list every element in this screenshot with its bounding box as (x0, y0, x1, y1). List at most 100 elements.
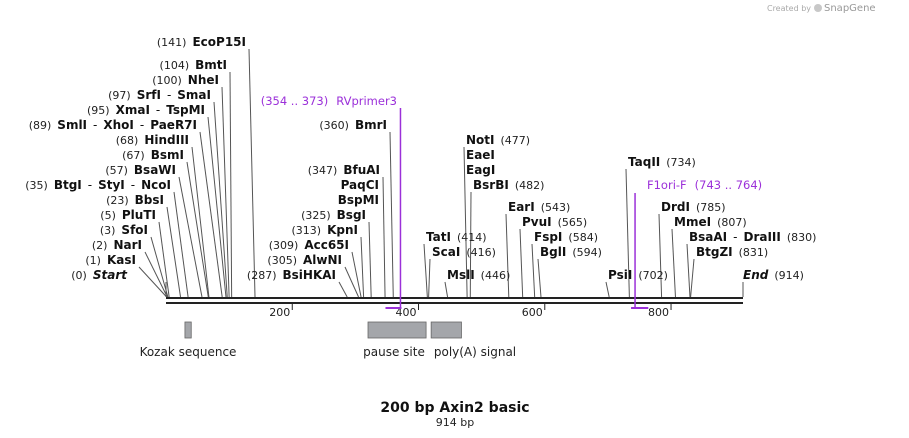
site-leader-line (351, 251, 362, 298)
site-position: (89) (29, 119, 52, 132)
site-label-kpni[interactable]: (313) KpnI (292, 223, 359, 237)
site-label-kasi[interactable]: (1) KasI (85, 253, 136, 267)
site-label-msli[interactable]: MslI (446) (447, 268, 510, 282)
site-position: (97) (108, 89, 131, 102)
ruler-tick-label: 800 (648, 306, 669, 319)
site-name: BtgZI (696, 245, 733, 259)
site-label-smli[interactable]: (89) SmlI - XhoI - PaeR7I (29, 118, 197, 132)
site-label-eaei[interactable]: EaeI (466, 148, 495, 162)
site-label-mmei[interactable]: MmeI (807) (674, 215, 747, 229)
site-leader-line (671, 228, 676, 298)
primer-label: F1ori-F (743 .. 764) (647, 178, 762, 192)
site-name: NarI (113, 238, 142, 252)
site-label-taqii[interactable]: TaqII (734) (628, 155, 696, 169)
feature-label: poly(A) signal (434, 345, 516, 359)
site-label-bsaai[interactable]: BsaAI - DraIII (830) (689, 230, 816, 244)
site-leader-line (213, 101, 228, 298)
site-position: (141) (157, 36, 187, 49)
site-name: BspMI (338, 193, 379, 207)
site-label-btgzi[interactable]: BtgZI (831) (696, 245, 768, 259)
site-label-pvui[interactable]: PvuI (565) (522, 215, 587, 229)
site-label-srfi[interactable]: (97) SrfI - SmaI (108, 88, 211, 102)
primer-rvprimer3[interactable]: (354 .. 373) RVprimer3 (261, 94, 402, 309)
ruler-tick-label: 400 (396, 306, 417, 319)
site-position: (446) (481, 269, 511, 282)
site-leader-line (207, 116, 227, 298)
site-label-eagi[interactable]: EagI (466, 163, 495, 177)
site-label-tati[interactable]: TatI (414) (426, 230, 487, 244)
primer-name: F1ori-F (647, 178, 687, 192)
site-position: (734) (666, 156, 696, 169)
feature-poly-a-signal[interactable]: poly(A) signal (430, 321, 516, 359)
site-name: NheI (188, 73, 219, 87)
site-name: BsgI (337, 208, 366, 222)
feature-kozak-sequence[interactable]: Kozak sequence (140, 321, 237, 359)
site-label-bsmi[interactable]: (67) BsmI (122, 148, 184, 162)
site-leader-line (344, 266, 359, 298)
site-label-bbsi[interactable]: (23) BbsI (106, 193, 164, 207)
site-label-eari[interactable]: EarI (543) (508, 200, 570, 214)
site-label-bmri[interactable]: (360) BmrI (319, 118, 387, 132)
site-leader-line (173, 191, 189, 298)
site-name: BsaWI (134, 163, 176, 177)
site-position: (3) (100, 224, 116, 237)
site-label-bsrbi[interactable]: BsrBI (482) (473, 178, 544, 192)
site-label-xmai[interactable]: (95) XmaI - TspMI (87, 103, 205, 117)
site-separator: - (93, 118, 97, 132)
site-label-acc65i[interactable]: (309) Acc65I (269, 238, 349, 252)
site-leader-line (186, 161, 209, 298)
site-position: (785) (696, 201, 726, 214)
site-position: (313) (292, 224, 322, 237)
restriction-site-labels: (141) EcoP15I (104) BmtI(100) NheI(97) SrfI - S… (25, 35, 816, 282)
site-label-bspmi[interactable]: BspMI (338, 193, 379, 207)
site-label-ecop15i[interactable]: (141) EcoP15I (157, 35, 246, 49)
site-label-start[interactable]: (0) Start (71, 268, 128, 282)
features: Kozak sequence pause site poly(A) signal (140, 321, 516, 359)
site-label-bgli[interactable]: BglI (594) (540, 245, 602, 259)
site-name: BmrI (355, 118, 387, 132)
site-label-drdi[interactable]: DrdI (785) (661, 200, 726, 214)
site-label-bfuai[interactable]: (347) BfuAI (308, 163, 380, 177)
site-leader-line (360, 236, 365, 298)
site-label-hindiii[interactable]: (68) HindIII (116, 133, 189, 147)
site-label-pluti[interactable]: (5) PluTI (100, 208, 156, 222)
site-label-nari[interactable]: (2) NarI (92, 238, 142, 252)
site-label-bsawi[interactable]: (57) BsaWI (105, 163, 176, 177)
dna-backbone[interactable] (166, 297, 743, 304)
site-name: BsmI (151, 148, 184, 162)
site-label-noti[interactable]: NotI (477) (466, 133, 530, 147)
feature-box (430, 321, 462, 339)
site-label-btgi[interactable]: (35) BtgI - StyI - NcoI (25, 178, 171, 192)
site-leader-line (469, 191, 472, 298)
site-name: TaqII (628, 155, 660, 169)
site-label-bsgi[interactable]: (325) BsgI (301, 208, 366, 222)
site-leader-line (138, 266, 167, 298)
feature-pause-site[interactable]: pause site (363, 321, 427, 359)
site-label-bsihkai[interactable]: (287) BsiHKAI (247, 268, 336, 282)
site-separator: - (733, 230, 737, 244)
site-leader-line (221, 86, 230, 298)
site-label-sfoi[interactable]: (3) SfoI (100, 223, 148, 237)
site-name: BsiHKAI (283, 268, 337, 282)
site-label-nhei[interactable]: (100) NheI (152, 73, 219, 87)
site-separator: - (167, 88, 171, 102)
site-name: PaeR7I (150, 118, 197, 132)
primer-f1ori-f[interactable]: F1ori-F (743 .. 764) (631, 178, 762, 309)
map-length: 914 bp (436, 416, 474, 429)
site-name: EaeI (466, 148, 495, 162)
site-leader-line (368, 221, 372, 298)
site-label-bmti[interactable]: (104) BmtI (160, 58, 227, 72)
site-name: ScaI (432, 245, 460, 259)
site-name: XhoI (103, 118, 134, 132)
site-label-paqci[interactable]: PaqCI (341, 178, 379, 192)
feature-box (184, 321, 192, 339)
site-name: KpnI (327, 223, 358, 237)
site-label-psii[interactable]: PsiI (702) (608, 268, 668, 282)
site-label-scai[interactable]: ScaI (416) (432, 245, 496, 259)
site-label-end[interactable]: End (914) (743, 268, 804, 282)
site-label-alwni[interactable]: (305) AlwNI (267, 253, 342, 267)
site-leader-line (178, 176, 203, 298)
site-label-fspi[interactable]: FspI (584) (534, 230, 598, 244)
bp-ruler: 200 400 600 800 (269, 304, 672, 319)
ruler-tick-label: 200 (269, 306, 290, 319)
